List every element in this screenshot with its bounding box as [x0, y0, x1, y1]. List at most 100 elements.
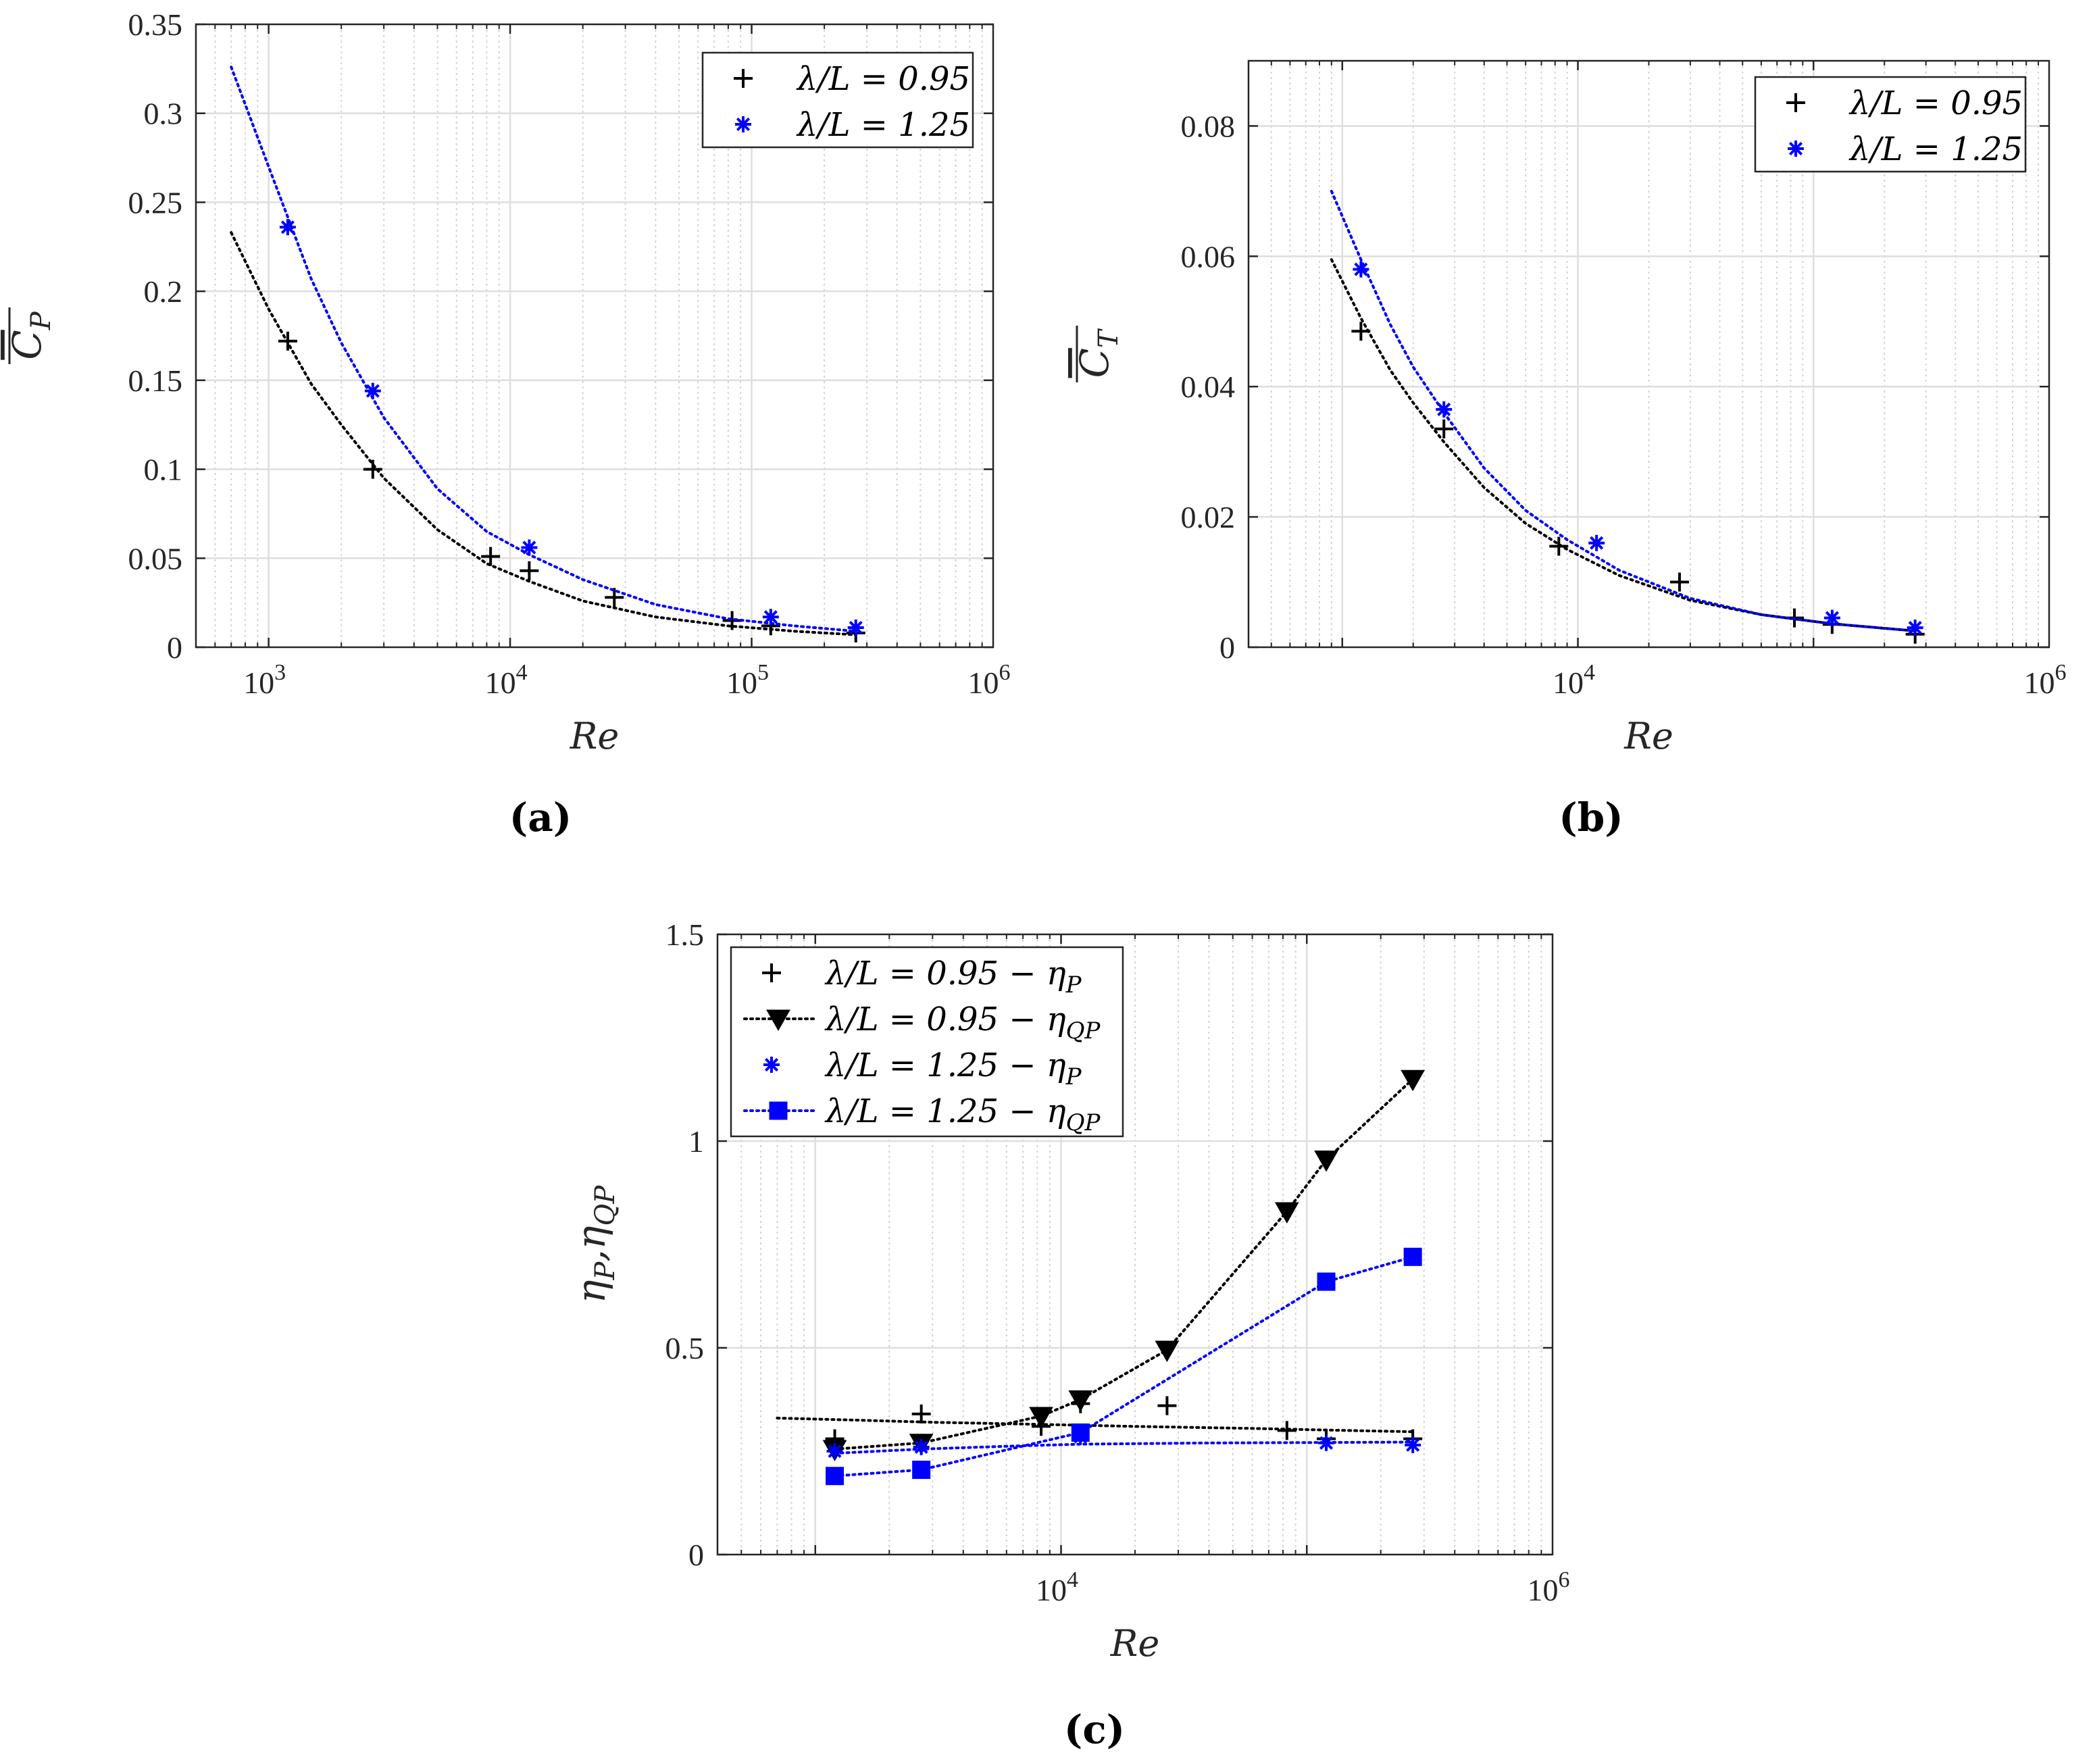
- data-point: [1071, 1423, 1090, 1442]
- legend-label: λ/L = 0.95 − ηP: [824, 955, 1082, 999]
- legend-entry: λ/L = 0.95: [1786, 84, 2023, 122]
- panel-caption: (c): [1064, 1707, 1125, 1753]
- data-point: [1353, 261, 1369, 278]
- data-point: [1274, 1202, 1299, 1224]
- data-point: [762, 609, 779, 626]
- x-tick-label: 104: [485, 660, 528, 700]
- data-point: [1277, 1421, 1296, 1440]
- data-point: [521, 539, 538, 556]
- y-tick-label: 0.3: [144, 97, 183, 131]
- legend-marker: [735, 116, 751, 132]
- data-point: [1314, 1151, 1338, 1172]
- data-point: [278, 331, 297, 351]
- chart-panel-b: 0 0.02 0.04 0.06 0.08 104 106 Re CT (b): [1072, 59, 2067, 840]
- y-tick-label: 0.06: [1181, 239, 1236, 274]
- data-point: [364, 382, 381, 399]
- series-0: [230, 231, 865, 642]
- y-axis-label: CP: [4, 311, 57, 359]
- x-tick-label: 105: [726, 660, 769, 700]
- data-point: [1549, 536, 1569, 556]
- legend-label: λ/L = 1.25 − ηQP: [824, 1092, 1101, 1136]
- data-point: [1907, 620, 1923, 636]
- legend-box: [730, 946, 1124, 1138]
- legend-label: λ/L = 0.95: [796, 60, 970, 98]
- y-tick-label: 0.25: [128, 185, 183, 220]
- legend-label: λ/L = 1.25: [796, 106, 970, 144]
- data-point: [1029, 1407, 1053, 1428]
- y-tick-label: 0.08: [1181, 109, 1236, 143]
- legend-label: λ/L = 0.95: [1848, 84, 2023, 122]
- data-point: [1068, 1390, 1093, 1412]
- data-point: [826, 1443, 843, 1459]
- data-point: [1351, 322, 1371, 341]
- y-axis-label: ηP,ηQP: [568, 1185, 621, 1304]
- legend-b: λ/L = 0.95 λ/L = 1.25: [1754, 76, 2027, 173]
- y-tick-label: 0: [167, 630, 182, 665]
- legend-entry: λ/L = 1.25: [735, 106, 970, 144]
- y-tick-label: 1: [688, 1124, 704, 1159]
- legend-entry: λ/L = 1.25: [1788, 130, 2023, 168]
- y-tick-label: 0.1: [144, 453, 183, 487]
- x-axis-label: Re: [570, 715, 620, 757]
- data-point: [1155, 1340, 1180, 1363]
- legend-entry: λ/L = 1.25 − ηP: [763, 1047, 1082, 1090]
- chart-panel-c: 0 0.5 1 1.5 104 106 Re ηP,ηQP (c): [568, 917, 1570, 1753]
- legend-marker: [766, 1009, 790, 1032]
- x-tick-label: 106: [2024, 660, 2067, 700]
- x-tick-label: 106: [968, 660, 1011, 700]
- axes-frame: [716, 933, 1554, 1556]
- y-tick-label: 0.2: [144, 274, 183, 309]
- data-point: [1401, 1069, 1426, 1092]
- data-point: [1157, 1396, 1177, 1415]
- legend-a: λ/L = 0.95 λ/L = 1.25: [701, 51, 974, 149]
- legend-marker: [1786, 93, 1805, 112]
- legend-entry: λ/L = 0.95 − ηQP: [743, 1001, 1101, 1044]
- data-point: [1403, 1247, 1422, 1266]
- data-point: [826, 1467, 845, 1486]
- data-point: [1669, 572, 1689, 592]
- legend-marker: [763, 1057, 780, 1073]
- data-point: [279, 219, 296, 236]
- data-point: [912, 1461, 931, 1480]
- x-axis-label: Re: [1623, 715, 1673, 757]
- data-point: [722, 611, 742, 630]
- fit-line: [230, 66, 857, 633]
- series-1: [1330, 189, 1923, 636]
- x-tick-label: 104: [1036, 1567, 1078, 1607]
- y-tick-label: 1.5: [665, 917, 705, 952]
- series-1: [230, 66, 864, 636]
- data-point: [1823, 609, 1840, 626]
- y-tick-label: 0: [1219, 630, 1235, 665]
- y-tick-label: 0.02: [1181, 500, 1236, 534]
- data-point: [911, 1404, 931, 1423]
- y-tick-label: 0: [688, 1538, 704, 1572]
- legend-label: λ/L = 1.25: [1848, 130, 2023, 168]
- y-tick-label: 0.5: [665, 1331, 705, 1365]
- y-axis-label: CT: [1072, 328, 1124, 378]
- legend-box: [1754, 76, 2027, 173]
- x-tick-label: 106: [1528, 1567, 1570, 1607]
- legend-marker: [762, 963, 781, 982]
- data-point: [1436, 401, 1453, 418]
- data-point: [520, 561, 539, 580]
- data-point: [1317, 1272, 1336, 1291]
- panel-caption: (a): [509, 795, 572, 840]
- y-tick-label: 0.04: [1181, 370, 1236, 404]
- legend-entry: λ/L = 1.25 − ηQP: [743, 1092, 1101, 1136]
- legend-marker: [734, 69, 753, 88]
- data-point: [847, 620, 864, 636]
- legend-marker: [1788, 141, 1804, 157]
- series-line: [833, 1078, 1415, 1451]
- legend-entry: λ/L = 0.95 − ηP: [762, 955, 1082, 999]
- series-3: [826, 1247, 1422, 1486]
- data-point: [1434, 419, 1454, 438]
- axes-frame: [1247, 59, 2050, 649]
- y-tick-label: 0.15: [128, 363, 183, 398]
- data-point: [1318, 1434, 1335, 1451]
- fit-line: [1330, 189, 1917, 632]
- x-tick-label: 103: [243, 660, 286, 700]
- data-point: [481, 547, 501, 566]
- y-tick-label: 0.35: [128, 7, 183, 42]
